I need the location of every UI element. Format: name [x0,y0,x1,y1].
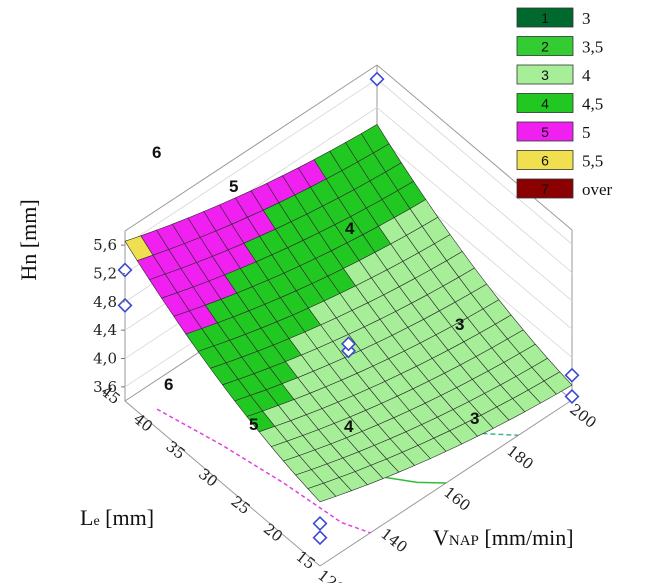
floor-region-label-5: 5 [249,415,258,434]
wall-gridline [376,78,573,245]
legend: 1 3 2 3,5 3 4 4 4,5 5 5 6 5,5 7 over [516,7,613,199]
floor-region-label-6: 6 [164,375,173,394]
floor-contour-line [156,408,371,534]
legend-level: 6 [541,153,549,169]
floor-contour-line [334,379,519,437]
legend-swatch [516,36,574,56]
y-tick-label: 25 [227,492,253,518]
experimental-point [369,71,385,87]
legend-label: 5 [582,123,591,142]
legend-swatch [516,93,574,113]
legend-level: 2 [541,39,549,55]
box-edge [124,400,321,567]
x-axis-label: VNAP [mm/min] [433,525,574,550]
legend-label: 3,5 [582,38,603,57]
experimental-point [117,297,133,313]
experimental-point [341,336,356,352]
floor-region-label-3: 3 [470,409,479,428]
legend-label: 3 [582,9,591,28]
experimental-point [312,530,328,546]
legend-label: 4 [582,66,591,85]
x-tick-label: 200 [566,400,600,432]
legend-level: 1 [541,10,549,26]
floor-region-label-4: 4 [344,417,354,436]
surface-region-label-6: 6 [152,143,161,162]
legend-swatch [516,121,574,142]
y-tick-label: 40 [130,410,156,436]
surface-region-label-5: 5 [229,177,238,196]
surface-cell [307,482,337,503]
experimental-points [117,71,580,546]
legend-swatch [516,7,574,28]
legend-level: 3 [541,67,549,83]
legend-level: 7 [541,181,549,197]
z-tick-label: 4,4 [93,321,117,339]
legend-swatch [516,178,574,199]
wall-gridline [376,135,573,302]
x-tick-label: 180 [503,442,537,474]
y-tick-label: 15 [292,547,318,573]
z-tick-label: 3,6 [93,378,117,396]
experimental-point [564,367,580,383]
wall-gridline [376,107,573,273]
region-labels: 6 5 4 3 6 5 4 3 [152,143,479,436]
y-axis-label: Le [mm] [80,505,154,530]
x-tick-label: 140 [377,525,411,557]
legend-swatch [516,64,574,85]
z-tick-label: 4,0 [93,350,117,368]
experimental-point [312,516,328,531]
y-tick-label: 35 [162,437,188,463]
z-axis-label: Hn [mm] [16,199,41,280]
x-tick-label: 120 [314,566,348,583]
legend-label: 5,5 [582,152,603,171]
surface-region-label-3: 3 [455,315,464,334]
y-tick-label: 30 [195,465,221,491]
y-tick-label: 20 [260,520,286,546]
z-tick-label: 5,2 [93,265,117,283]
legend-label: over [582,180,613,199]
legend-level: 4 [541,96,549,112]
experimental-point [117,262,133,278]
experimental-point [564,388,580,404]
legend-label: 4,5 [582,95,603,114]
surface-region-label-4: 4 [345,219,355,238]
wall-gridline [124,78,378,246]
x-tick-label: 160 [440,483,474,515]
box-edge [376,64,573,231]
box-edge [124,64,378,232]
z-tick-label: 5,6 [93,236,117,254]
response-surface [124,123,573,503]
legend-swatch [516,150,574,170]
z-tick-label: 4,8 [93,293,117,311]
legend-level: 5 [541,124,549,140]
